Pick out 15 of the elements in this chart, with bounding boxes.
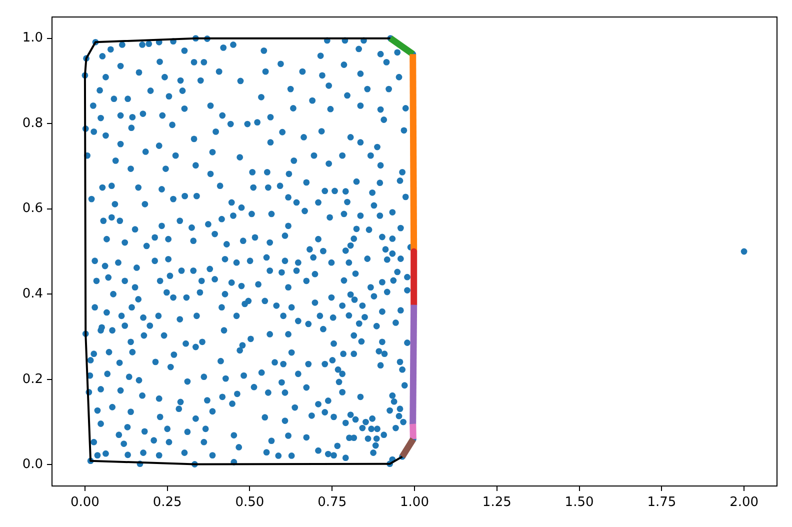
y-tick-label: 0.8 bbox=[22, 116, 43, 131]
x-tick-label: 1.00 bbox=[400, 495, 429, 510]
y-tick-label: 1.0 bbox=[22, 30, 43, 46]
x-tick-label: 0.00 bbox=[70, 495, 100, 510]
x-tick-label: 1.75 bbox=[647, 495, 676, 510]
x-tick-label: 0.50 bbox=[235, 495, 264, 510]
y-tick-label: 0.0 bbox=[22, 457, 43, 472]
x-tick-label: 1.25 bbox=[482, 495, 512, 510]
x-tick-label: 2.00 bbox=[730, 495, 759, 510]
x-tick-label: 0.25 bbox=[152, 495, 182, 510]
y-tick-label: 0.2 bbox=[22, 372, 43, 387]
x-tick-label: 0.75 bbox=[318, 495, 347, 510]
y-tick-label: 0.4 bbox=[22, 286, 43, 302]
x-tick-label: 1.50 bbox=[564, 495, 594, 510]
y-tick-label: 0.6 bbox=[22, 201, 43, 216]
